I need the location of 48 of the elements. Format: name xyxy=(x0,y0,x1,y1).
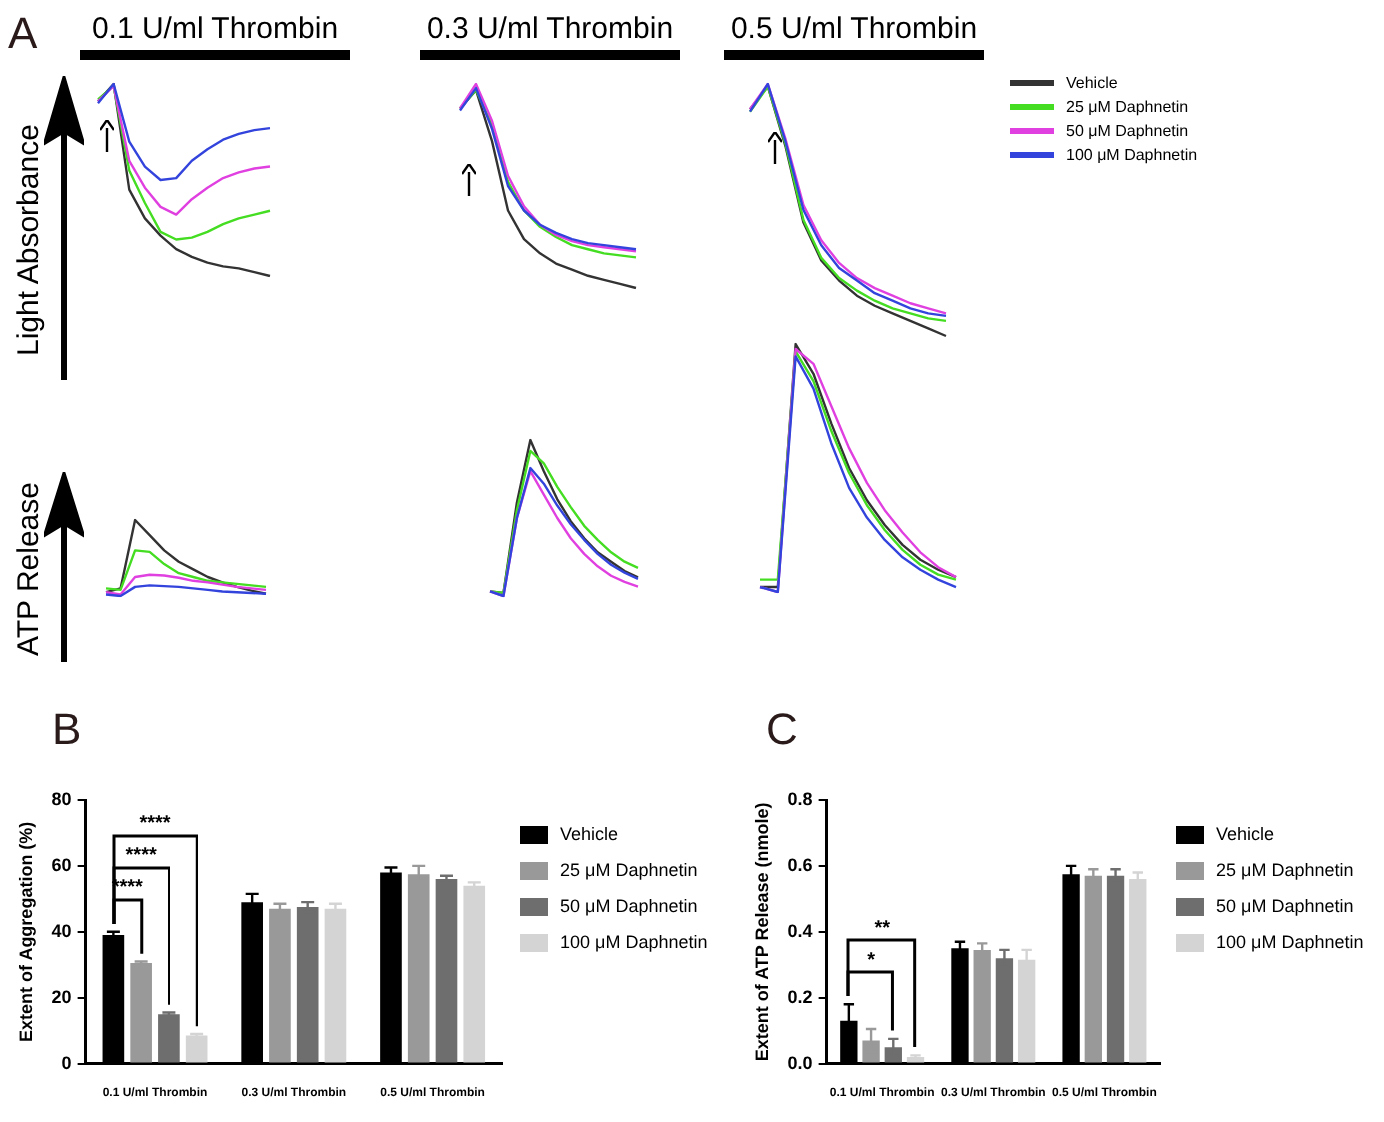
text: A xyxy=(8,8,38,60)
chart-title: 0.3 U/ml Thrombin xyxy=(420,12,680,60)
legend-label: 50 μM Daphnetin xyxy=(1066,122,1189,140)
y-tick-label: 0.0 xyxy=(787,1052,813,1073)
y-tick-label: 0.2 xyxy=(787,986,813,1007)
bar xyxy=(435,879,458,1063)
bar xyxy=(158,1014,180,1063)
bar xyxy=(1106,875,1125,1063)
annotation: **** xyxy=(125,845,157,868)
y-axis-title: Light Absorbance xyxy=(12,122,46,360)
legend-label: 100 μM Daphnetin xyxy=(560,932,708,952)
bar xyxy=(185,1035,208,1063)
y-tick-label: 80 xyxy=(51,788,72,809)
text: C xyxy=(766,704,798,756)
y-tick-label: 20 xyxy=(51,986,72,1007)
y-axis-title: ATP Release xyxy=(12,481,46,661)
y-axis-title: Extent of ATP Release (nmole) xyxy=(751,802,772,1062)
legend-label: 25 μM Daphnetin xyxy=(1216,860,1354,880)
bar xyxy=(324,908,347,1063)
legend-label: 50 μM Daphnetin xyxy=(560,896,698,916)
y-tick-label: 0.6 xyxy=(787,854,813,875)
annotation: ** xyxy=(874,917,891,940)
text: B xyxy=(52,704,82,756)
bar xyxy=(296,907,319,1063)
bar xyxy=(130,963,152,1063)
y-tick-label: 0.4 xyxy=(787,920,813,941)
bar xyxy=(1129,879,1147,1063)
legend-label: 25 μM Daphnetin xyxy=(1066,98,1189,116)
annotation: **** xyxy=(139,813,171,836)
annotation: * xyxy=(867,949,876,972)
bar xyxy=(269,908,291,1063)
chart-title: 0.1 U/ml Thrombin xyxy=(80,12,350,60)
legend-label: 100 μM Daphnetin xyxy=(1216,932,1364,952)
legend-label: Vehicle xyxy=(560,824,619,844)
y-axis-title: Extent of Aggregation (%) xyxy=(15,821,36,1042)
bar xyxy=(1084,875,1102,1063)
legend-label: Vehicle xyxy=(1216,824,1275,844)
y-tick-label: 40 xyxy=(51,920,72,941)
y-tick-label: 0 xyxy=(61,1052,72,1073)
y-tick-label: 0.8 xyxy=(787,788,813,809)
y-tick-label: 60 xyxy=(51,854,72,875)
chart-title: 0.5 U/ml Thrombin xyxy=(724,12,984,60)
legend-label: Vehicle xyxy=(1066,74,1118,92)
legend-label: 50 μM Daphnetin xyxy=(1216,896,1354,916)
legend-label: 25 μM Daphnetin xyxy=(560,860,698,880)
bar xyxy=(973,949,991,1063)
legend-label: 100 μM Daphnetin xyxy=(1066,146,1198,164)
bar xyxy=(463,885,486,1063)
